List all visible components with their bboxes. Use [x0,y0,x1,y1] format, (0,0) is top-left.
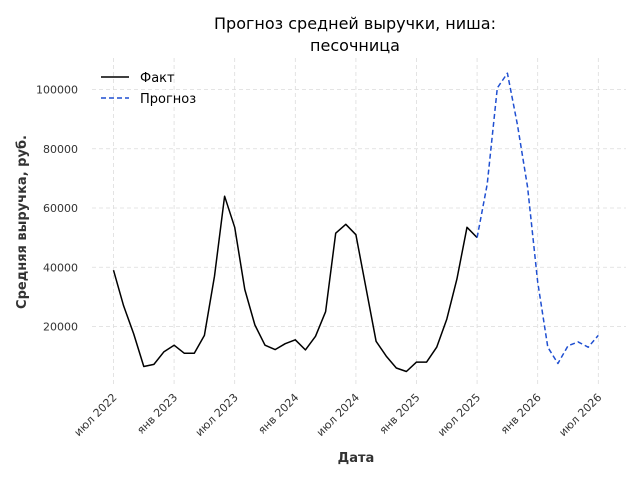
x-tick-label: июл 2026 [556,391,604,439]
x-tick-label: июл 2024 [314,391,362,439]
forecast-series-line [476,72,599,365]
x-tick-label: янв 2025 [377,391,423,437]
chart-title-line-1: Прогноз средней выручки, ниша: [214,14,496,33]
legend: Факт Прогноз [101,71,196,107]
chart-title-line-2: песочница [310,36,400,55]
fact-series-line [112,195,478,373]
y-tick-label: 40000 [43,261,78,274]
x-tick-label: июл 2023 [193,391,241,439]
x-tick-label: июл 2022 [72,391,120,439]
y-axis-ticks: 20000 40000 60000 80000 100000 [36,84,78,334]
series [112,72,599,373]
legend-label-forecast: Прогноз [140,92,196,107]
x-tick-label: янв 2026 [498,391,544,437]
legend-label-fact: Факт [140,71,175,86]
y-tick-label: 20000 [43,321,78,334]
y-tick-label: 80000 [43,143,78,156]
y-tick-label: 100000 [36,84,78,97]
x-tick-label: янв 2023 [134,391,180,437]
x-axis-label: Дата [338,451,375,466]
x-tick-label: июл 2025 [435,391,483,439]
grid [92,58,626,385]
y-axis-label: Средняя выручка, руб. [15,135,30,309]
y-tick-label: 60000 [43,202,78,215]
x-tick-label: янв 2024 [256,391,302,437]
x-axis-ticks: июл 2022 янв 2023 июл 2023 янв 2024 июл 2024… [72,391,605,439]
